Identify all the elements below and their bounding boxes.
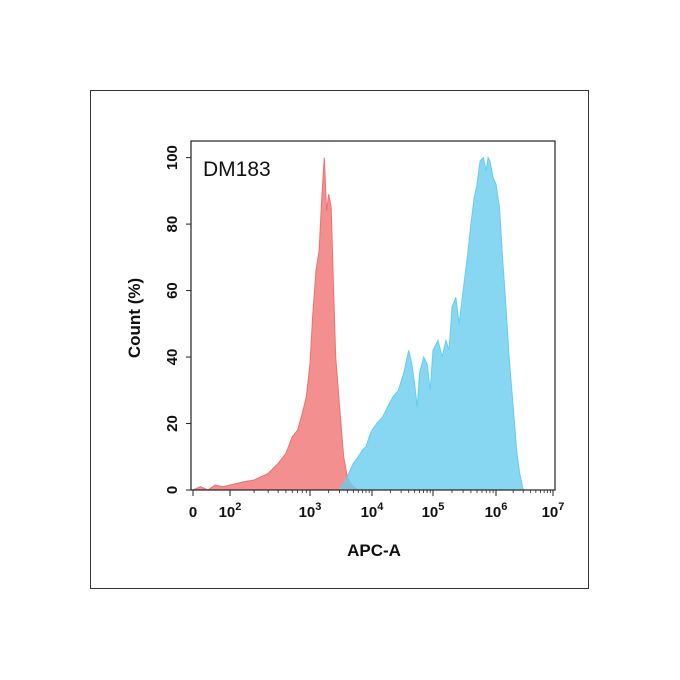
y-tick-label: 100 <box>164 145 181 170</box>
y-tick-label: 0 <box>164 486 181 494</box>
histogram-outline-2 <box>339 156 524 491</box>
plot-area <box>190 140 556 491</box>
figure-frame <box>90 90 589 589</box>
x-tick-label: 106 <box>485 501 508 521</box>
histogram-area-1 <box>193 157 359 490</box>
y-tick-label: 40 <box>164 349 181 366</box>
x-tick-label: 0 <box>189 504 197 521</box>
x-tick-label: 104 <box>361 501 385 521</box>
x-axis-title: APC-A <box>347 541 401 560</box>
series-layer <box>192 156 524 491</box>
histogram-outline-1 <box>192 157 359 491</box>
histogram-area-2 <box>339 157 524 490</box>
tick-layer: 0 20 40 60 80 100 0 102 103 104 105 106 107 <box>164 145 564 521</box>
x-tick-label: 105 <box>422 501 445 521</box>
y-tick-label: 20 <box>164 415 181 432</box>
x-tick-label: 102 <box>219 501 242 521</box>
sample-label: DM183 <box>203 158 271 181</box>
x-tick-label: 107 <box>542 501 565 521</box>
x-tick-label: 103 <box>299 501 322 521</box>
y-tick-label: 80 <box>164 216 181 233</box>
y-tick-label: 60 <box>164 282 181 299</box>
y-axis-title: Count (%) <box>125 278 144 358</box>
